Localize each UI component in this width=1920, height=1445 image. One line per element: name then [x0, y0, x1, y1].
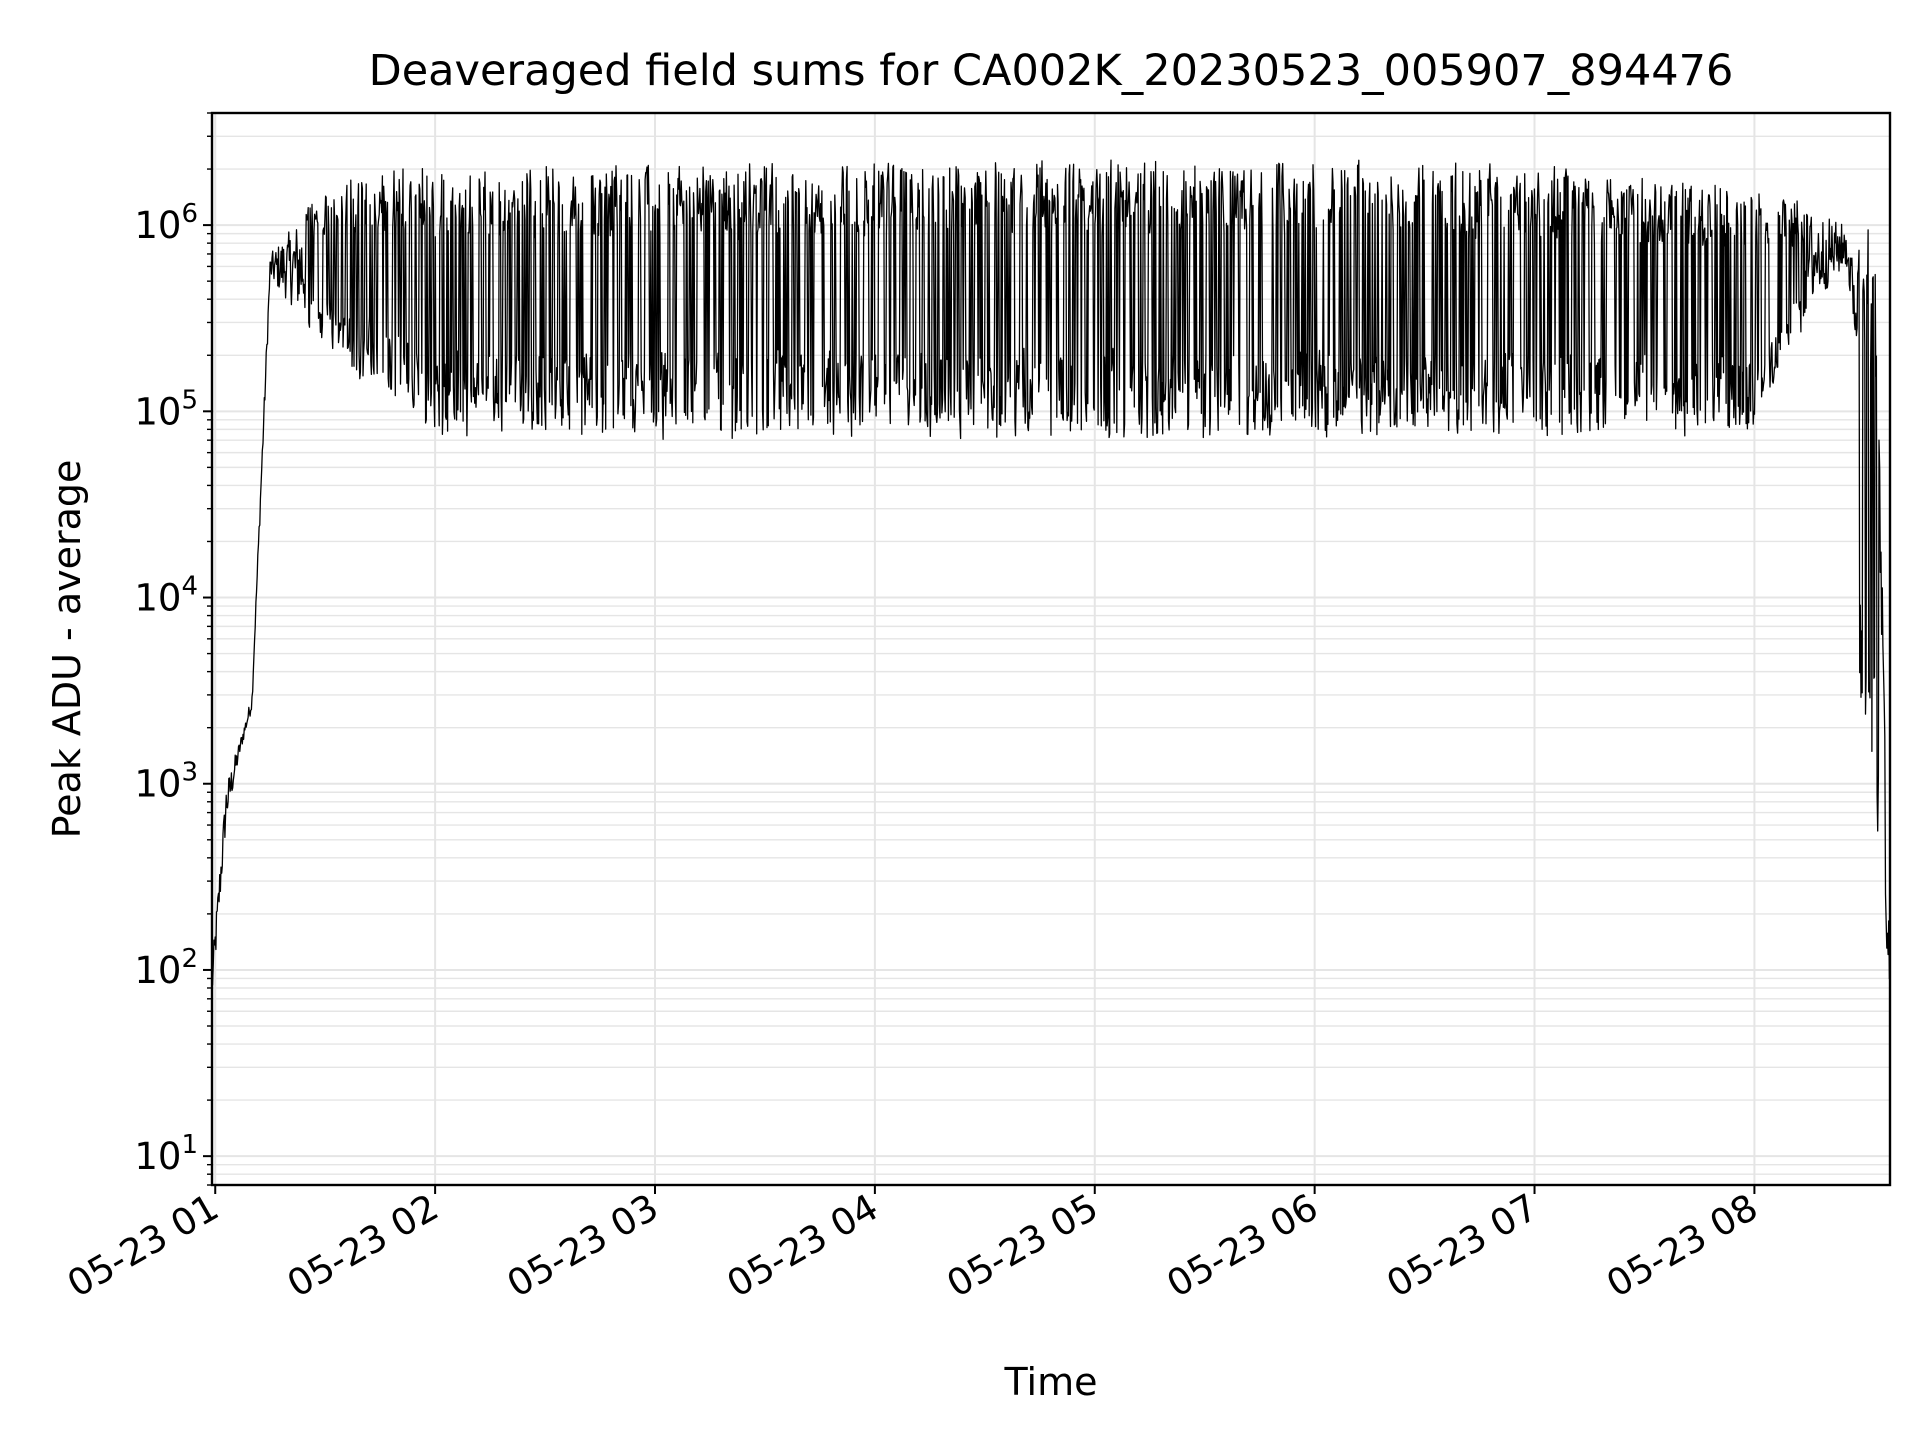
y-tick-base: 10 [134, 949, 181, 992]
y-tick-exponent: 6 [181, 199, 198, 229]
y-tick-label: 101 [134, 1130, 198, 1178]
y-tick-exponent: 3 [181, 758, 198, 788]
y-tick-exponent: 5 [181, 385, 198, 415]
plot-frame [210, 111, 1892, 1187]
y-tick-label: 106 [134, 199, 198, 247]
y-tick-label: 104 [134, 572, 198, 620]
y-axis-label: Peak ADU - average [45, 460, 89, 839]
y-tick-label: 105 [134, 385, 198, 433]
chart-title: Deaveraged field sums for CA002K_2023052… [369, 46, 1734, 96]
y-tick-exponent: 1 [181, 1130, 198, 1160]
y-tick-base: 10 [134, 1135, 181, 1178]
y-tick-exponent: 4 [181, 572, 198, 602]
y-tick-base: 10 [134, 390, 181, 433]
y-tick-base: 10 [134, 763, 181, 806]
y-tick-base: 10 [134, 577, 181, 620]
y-tick-base: 10 [134, 204, 181, 247]
y-tick-exponent: 2 [181, 944, 198, 974]
series-line [211, 159, 1891, 986]
data-layer [211, 159, 1891, 986]
x-axis-label: Time [1004, 1360, 1098, 1404]
y-tick-label: 102 [134, 944, 198, 992]
y-tick-label: 103 [134, 758, 198, 806]
